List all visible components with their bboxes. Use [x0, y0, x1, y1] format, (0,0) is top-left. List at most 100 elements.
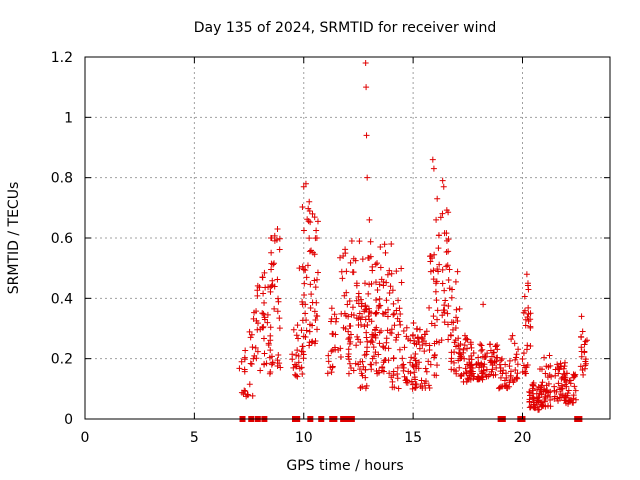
- data-point: [448, 332, 455, 339]
- data-point: [423, 368, 430, 375]
- data-point: [386, 289, 393, 296]
- data-point: [433, 372, 440, 379]
- data-point: [260, 310, 267, 317]
- data-point: [480, 301, 487, 308]
- data-point: [269, 360, 276, 367]
- data-point: [525, 317, 532, 324]
- data-point: [545, 389, 552, 396]
- data-point: [289, 351, 296, 358]
- data-point: [390, 311, 397, 318]
- data-point: [422, 365, 429, 372]
- data-point: [577, 363, 584, 370]
- data-point: [274, 308, 281, 315]
- data-point: [433, 278, 440, 285]
- data-point: [238, 389, 245, 396]
- data-point: [395, 331, 402, 338]
- data-point: [497, 374, 504, 381]
- data-point: [448, 355, 455, 362]
- data-point: [403, 324, 410, 331]
- data-point: [354, 333, 361, 340]
- data-point: [260, 335, 267, 342]
- data-point: [445, 276, 452, 283]
- data-point: [314, 218, 321, 225]
- y-tick-label: 0.6: [51, 231, 73, 247]
- data-point: [347, 331, 354, 338]
- data-point: [353, 297, 360, 304]
- data-point: [412, 357, 419, 364]
- data-point: [271, 232, 278, 239]
- data-point: [363, 382, 370, 389]
- data-point: [395, 297, 402, 304]
- data-point: [346, 334, 353, 341]
- data-point: [246, 381, 253, 388]
- data-point: [566, 397, 573, 404]
- data-point: [274, 363, 281, 370]
- data-point: [443, 207, 450, 214]
- data-point: [513, 375, 520, 382]
- data-point: [403, 333, 410, 340]
- data-point: [381, 241, 388, 248]
- data-point: [360, 363, 367, 370]
- data-point: [275, 298, 282, 305]
- data-point: [571, 383, 578, 390]
- data-point: [396, 346, 403, 353]
- data-point: [261, 299, 268, 306]
- data-point: [479, 346, 486, 353]
- data-point: [539, 379, 546, 386]
- data-point: [293, 372, 300, 379]
- data-point: [329, 330, 336, 337]
- data-point: [259, 324, 266, 331]
- data-point: [514, 361, 521, 368]
- data-point: [454, 317, 461, 324]
- data-point: [456, 345, 463, 352]
- data-point: [293, 332, 300, 339]
- data-point: [519, 368, 526, 375]
- data-point: [445, 248, 452, 255]
- data-point: [511, 340, 518, 347]
- data-point: [269, 277, 276, 284]
- data-point: [583, 337, 590, 344]
- data-point: [299, 298, 306, 305]
- data-point: [513, 351, 520, 358]
- data-point: [248, 360, 255, 367]
- data-point: [477, 341, 484, 348]
- data-point: [367, 339, 374, 346]
- data-point: [509, 377, 516, 384]
- data-point: [457, 355, 464, 362]
- data-point: [313, 235, 320, 241]
- data-point: [554, 361, 561, 368]
- data-point: [422, 378, 429, 385]
- data-point: [395, 385, 402, 392]
- data-point: [388, 241, 395, 248]
- data-point: [435, 245, 442, 252]
- data-point: [308, 291, 315, 298]
- data-point: [271, 260, 278, 267]
- data-point: [372, 261, 379, 268]
- data-point: [270, 261, 277, 268]
- data-point: [384, 271, 391, 278]
- data-point: [363, 351, 370, 358]
- y-tick-label: 1: [64, 110, 73, 126]
- data-point: [541, 396, 548, 403]
- data-point: [524, 280, 531, 287]
- data-point: [408, 378, 415, 385]
- data-point: [362, 374, 369, 381]
- data-point: [570, 371, 577, 378]
- data-point: [555, 380, 562, 387]
- data-point: [558, 382, 565, 389]
- data-point: [425, 382, 432, 389]
- data-point: [458, 373, 465, 380]
- data-point: [514, 370, 521, 377]
- data-point: [426, 342, 433, 349]
- data-point: [541, 354, 548, 361]
- data-point: [427, 253, 434, 260]
- data-point: [328, 318, 335, 325]
- data-point: [276, 315, 283, 322]
- data-point: [300, 183, 307, 190]
- data-point: [356, 238, 363, 245]
- data-point: [293, 363, 300, 370]
- data-point: [268, 249, 275, 256]
- data-point: [329, 364, 336, 371]
- data-point: [277, 364, 284, 371]
- data-point: [439, 210, 446, 217]
